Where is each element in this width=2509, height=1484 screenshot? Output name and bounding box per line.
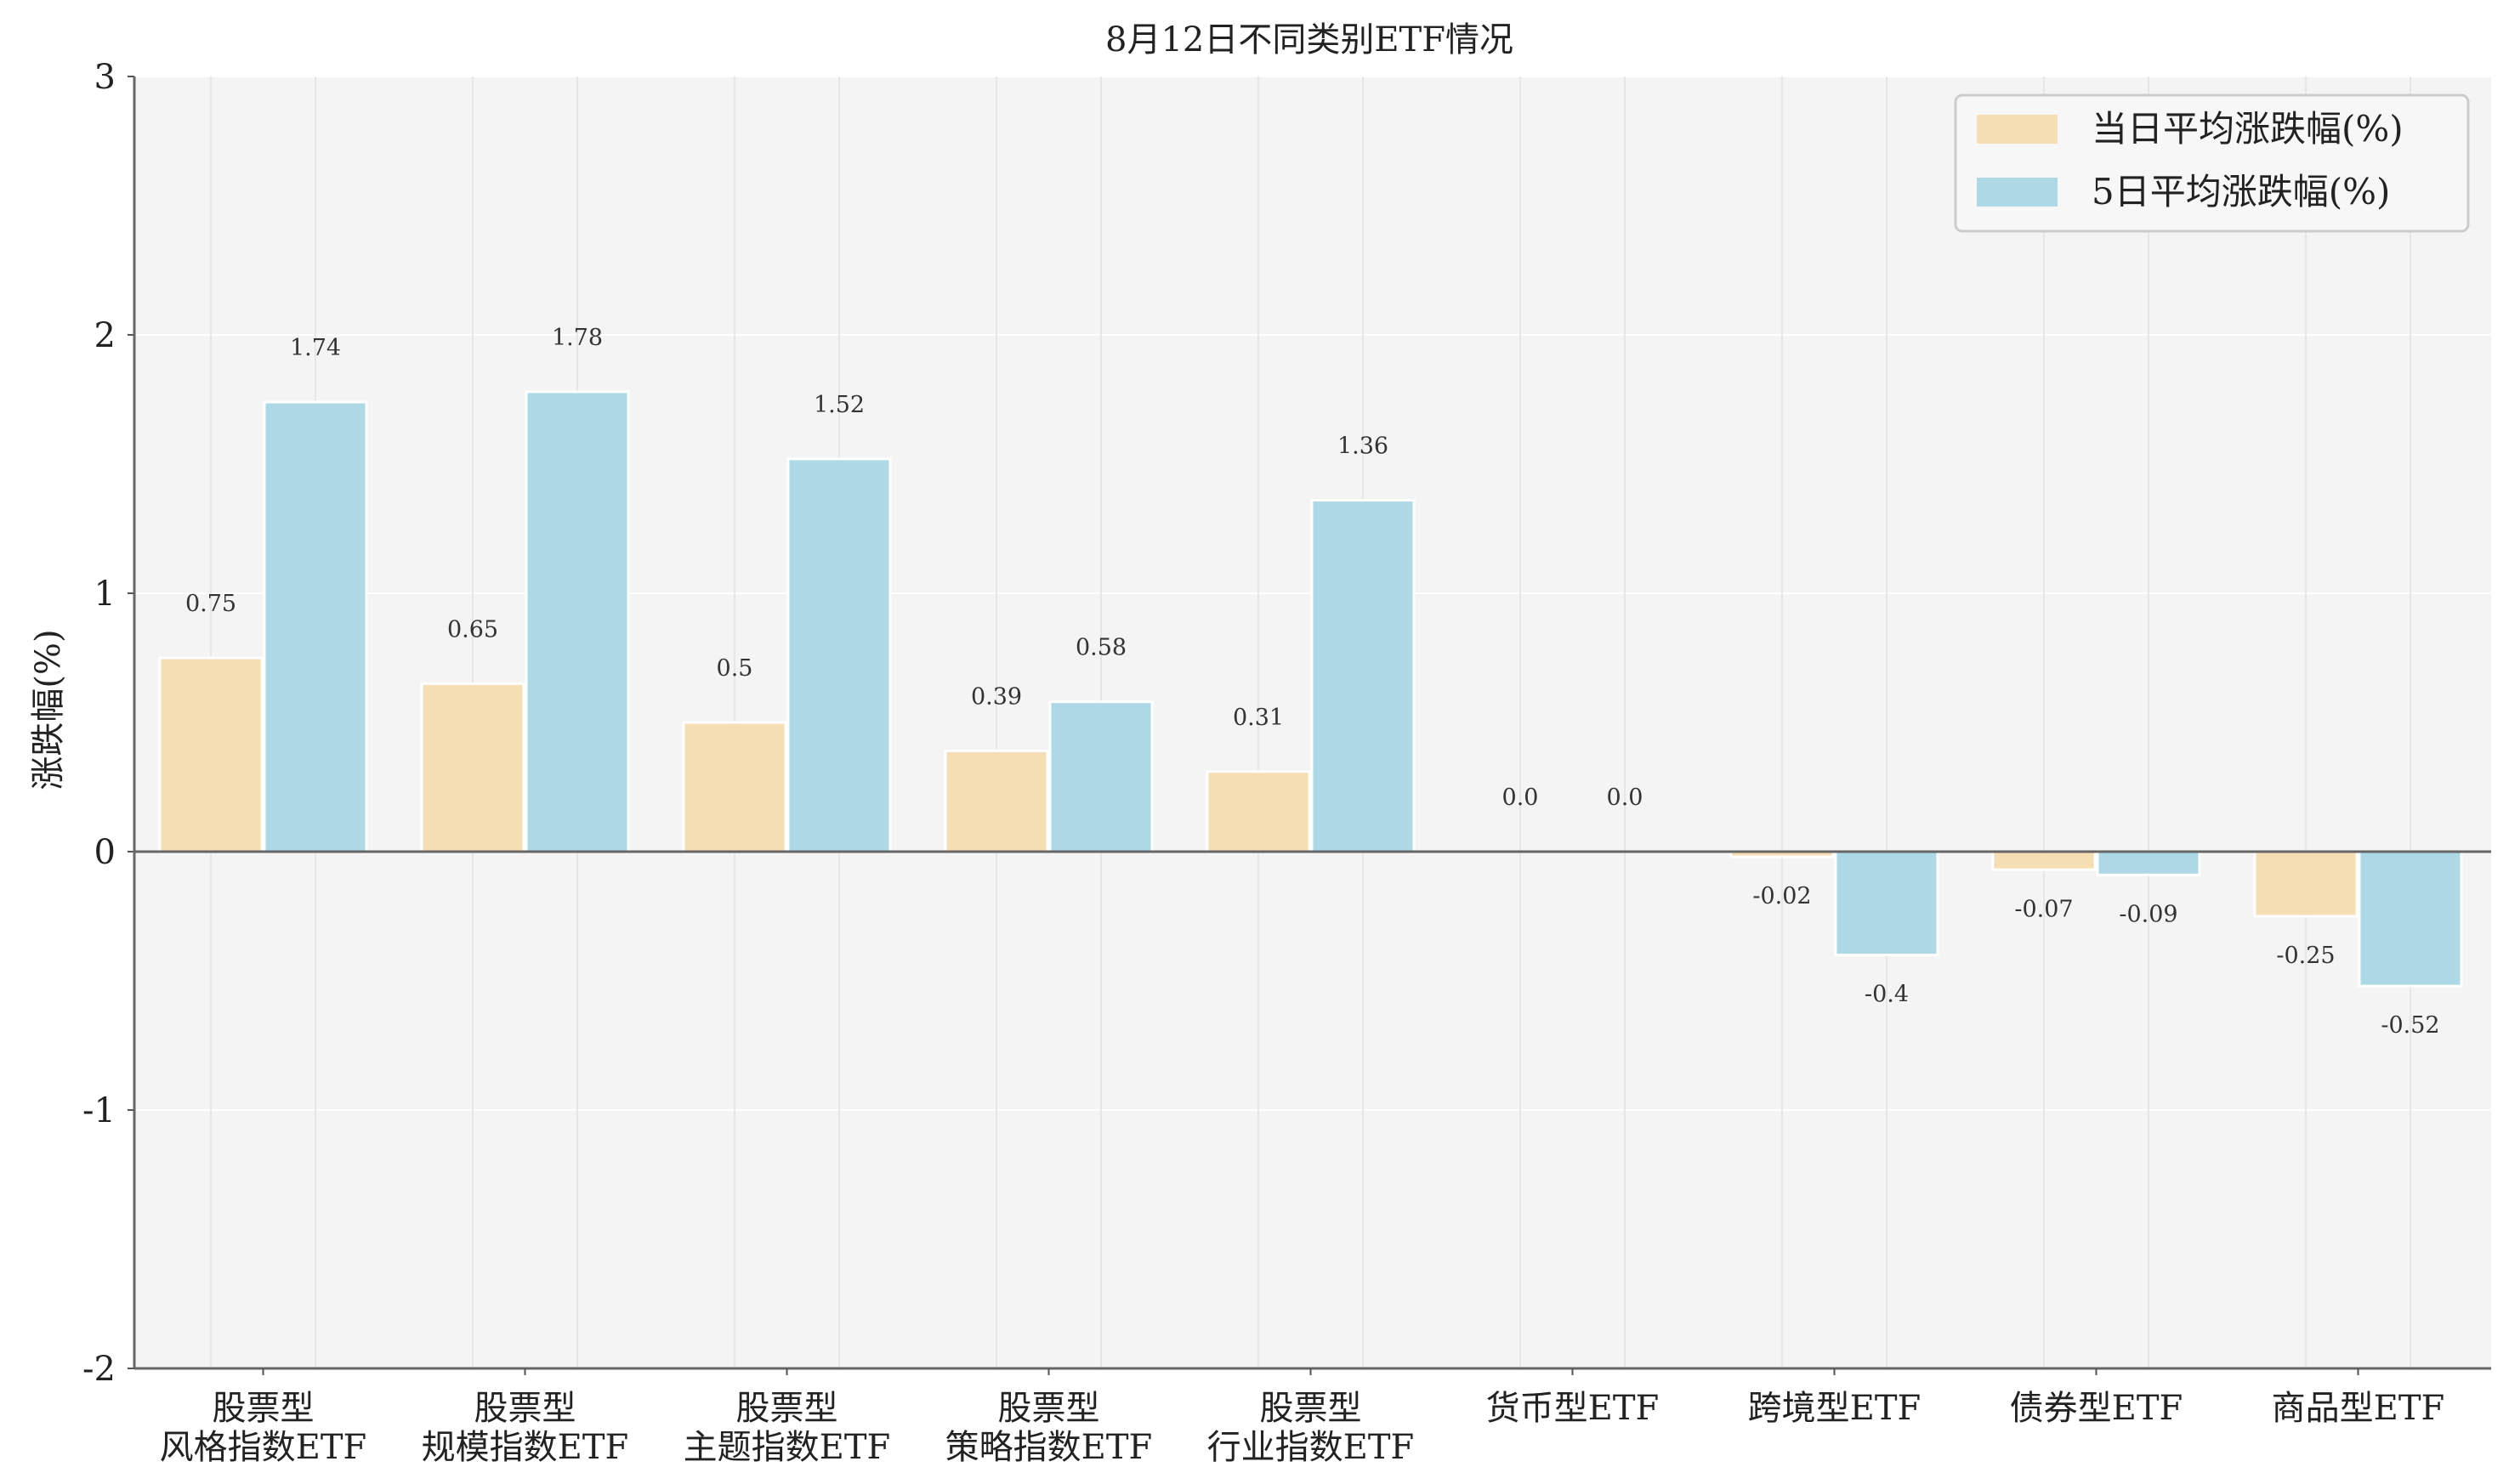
value-label: -0.4 xyxy=(1865,982,1909,1008)
value-label: 0.0 xyxy=(1502,784,1539,811)
x-tick-label-line: 股票型 xyxy=(213,1389,315,1428)
x-tick-label-line: 债券型ETF xyxy=(2010,1389,2183,1428)
value-label: 0.39 xyxy=(971,683,1022,710)
axis-layer: -2-10123股票型风格指数ETF股票型规模指数ETF股票型主题指数ETF股票… xyxy=(82,58,2491,1467)
x-tick-label: 商品型ETF xyxy=(2272,1389,2445,1428)
bar-5day xyxy=(1310,499,1416,853)
value-label: 0.75 xyxy=(185,591,236,617)
bar-daily xyxy=(420,682,525,853)
x-tick-label-line: 策略指数ETF xyxy=(945,1428,1153,1467)
bar-layer xyxy=(158,390,2463,988)
x-tick-label: 股票型行业指数ETF xyxy=(1207,1389,1415,1467)
bar-daily xyxy=(944,749,1049,853)
value-label: -0.52 xyxy=(2381,1012,2439,1039)
y-tick-label: 3 xyxy=(94,58,116,97)
x-tick-label-line: 股票型 xyxy=(736,1389,838,1428)
bar-daily xyxy=(158,656,264,853)
value-label: 1.78 xyxy=(552,325,603,351)
value-label: 1.36 xyxy=(1337,433,1388,460)
x-tick-label-line: 股票型 xyxy=(998,1389,1100,1428)
y-tick-label: 1 xyxy=(94,575,116,614)
bar-5day xyxy=(1048,700,1154,853)
x-tick-label-line: 股票型 xyxy=(1260,1389,1362,1428)
value-label: 1.74 xyxy=(290,335,341,361)
x-tick-label: 股票型策略指数ETF xyxy=(945,1389,1153,1467)
x-tick-label: 股票型规模指数ETF xyxy=(422,1389,629,1467)
x-tick-label: 跨境型ETF xyxy=(1748,1389,1921,1428)
bar-5day xyxy=(1834,850,1939,957)
x-tick-label-line: 行业指数ETF xyxy=(1207,1428,1415,1467)
x-tick-label-line: 跨境型ETF xyxy=(1748,1389,1921,1428)
x-tick-label: 债券型ETF xyxy=(2010,1389,2183,1428)
legend-swatch-daily xyxy=(1977,115,2058,144)
value-label: -0.25 xyxy=(2276,943,2335,969)
legend-label-daily: 当日平均涨跌幅(%) xyxy=(2092,108,2404,150)
value-label: 0.58 xyxy=(1076,635,1127,661)
x-tick-label: 股票型风格指数ETF xyxy=(160,1389,367,1467)
x-tick-label-line: 风格指数ETF xyxy=(160,1428,367,1467)
y-tick-label: -2 xyxy=(82,1350,116,1389)
x-tick-label-line: 货币型ETF xyxy=(1486,1389,1660,1428)
bar-daily xyxy=(2253,850,2359,918)
bar-5day xyxy=(263,400,368,853)
bar-daily xyxy=(1206,770,1311,853)
bar-5day xyxy=(525,390,630,853)
x-tick-label-line: 股票型 xyxy=(474,1389,576,1428)
bar-5day xyxy=(786,457,892,853)
value-label: 1.52 xyxy=(814,392,865,418)
bar-daily xyxy=(682,721,787,853)
y-tick-label: -1 xyxy=(82,1091,116,1130)
legend-label-5day: 5日平均涨跌幅(%) xyxy=(2092,171,2390,212)
x-tick-label: 货币型ETF xyxy=(1486,1389,1660,1428)
value-label: -0.07 xyxy=(2014,896,2073,922)
x-tick-label-line: 商品型ETF xyxy=(2272,1389,2445,1428)
legend: 当日平均涨跌幅(%) 5日平均涨跌幅(%) xyxy=(1954,93,2470,233)
y-axis-label: 涨跌幅(%) xyxy=(29,629,68,790)
value-label: 0.65 xyxy=(447,616,498,643)
value-label: 0.31 xyxy=(1233,705,1284,731)
chart-title: 8月12日不同类别ETF情况 xyxy=(1105,20,1513,59)
bar-5day xyxy=(2358,850,2463,988)
y-tick-label: 2 xyxy=(94,316,116,355)
bar-5day xyxy=(2096,850,2201,876)
x-tick-label: 股票型主题指数ETF xyxy=(684,1389,891,1467)
bar-daily xyxy=(1991,850,2097,871)
value-label: 0.0 xyxy=(1607,784,1643,811)
y-tick-label: 0 xyxy=(94,833,116,872)
x-tick-label-line: 主题指数ETF xyxy=(684,1428,891,1467)
label-layer: 0.75 0.65 0.5 0.39 0.31 0.0 -0.02 -0.07 -0.25 1.7… xyxy=(185,325,2440,1039)
value-label: -0.09 xyxy=(2119,901,2177,927)
x-tick-label-line: 规模指数ETF xyxy=(422,1428,629,1467)
value-label: 0.5 xyxy=(717,655,753,682)
legend-swatch-5day xyxy=(1977,178,2058,207)
legend-box xyxy=(1954,93,2470,233)
value-label: -0.02 xyxy=(1752,883,1811,909)
